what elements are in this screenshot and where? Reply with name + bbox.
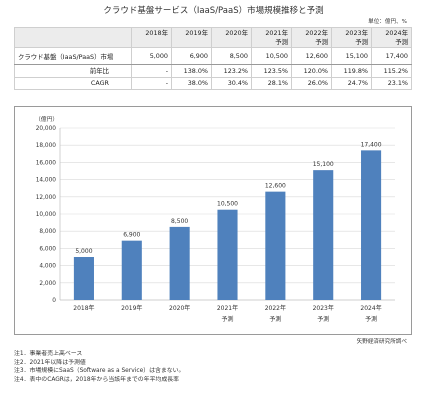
y-tick-label: 6,000 bbox=[39, 246, 56, 252]
col-header-sub bbox=[131, 39, 172, 48]
unit-label: 単位：億円、% bbox=[368, 19, 407, 25]
y-axis-label: （億円） bbox=[35, 115, 58, 123]
y-tick-label: 20,000 bbox=[36, 126, 57, 132]
table-cell: 28.1% bbox=[251, 76, 292, 91]
bar bbox=[313, 170, 334, 300]
table-cell: 123.5% bbox=[251, 64, 292, 78]
table-cell: 24.7% bbox=[331, 76, 372, 91]
table-cell: - bbox=[131, 64, 172, 78]
col-header-year: 2024年 bbox=[371, 27, 412, 39]
y-tick-label: 18,000 bbox=[36, 143, 57, 149]
col-header-sub: 予測 bbox=[291, 39, 332, 48]
table-corner-cell bbox=[14, 27, 132, 39]
chart-frame: （億円） 0 2,000 4,000 6,000 8,000 10,000 12,000 14,… bbox=[14, 106, 412, 335]
col-header-year: 2020年 bbox=[211, 27, 252, 39]
data-label: 6,900 bbox=[123, 232, 140, 239]
y-tick-label: 14,000 bbox=[36, 178, 57, 184]
page-title: クラウド基盤サービス（IaaS/PaaS）市場規模推移と予測 bbox=[103, 6, 324, 16]
row-label: クラウド基盤（IaaS/PaaS）市場 bbox=[14, 47, 132, 65]
table-cell: 120.0% bbox=[291, 64, 332, 78]
table-cell: 23.1% bbox=[371, 76, 412, 91]
col-header-sub bbox=[211, 39, 252, 48]
x-tick-label: 2022年 bbox=[265, 304, 286, 312]
bar-chart: （億円） 0 2,000 4,000 6,000 8,000 10,000 12,000 14,… bbox=[35, 115, 395, 323]
bar bbox=[265, 191, 286, 300]
col-header-sub bbox=[171, 39, 212, 48]
table-header-subrow: 予測 予測 予測 予測 bbox=[14, 39, 412, 48]
note-item: 注4．表中のCAGRは，2018年から当該年までの年平均成長率 bbox=[14, 376, 180, 383]
col-header-sub: 予測 bbox=[251, 39, 292, 48]
col-header-sub: 予測 bbox=[331, 39, 372, 48]
row-label: 前年比 bbox=[14, 64, 132, 78]
table-cell: 123.2% bbox=[211, 64, 252, 78]
data-label: 5,000 bbox=[75, 248, 92, 255]
y-tick-label: 4,000 bbox=[39, 264, 56, 270]
y-tick-label: 12,000 bbox=[36, 195, 57, 201]
y-tick-label: 2,000 bbox=[39, 281, 56, 287]
data-label: 8,500 bbox=[171, 218, 188, 225]
x-tick-label: 2018年 bbox=[73, 304, 94, 312]
note-item: 注1．事業者売上高ベース bbox=[14, 351, 83, 357]
bar bbox=[361, 150, 382, 300]
table-cell: 12,600 bbox=[291, 47, 332, 65]
col-header-year: 2019年 bbox=[171, 27, 212, 39]
table-cell: 38.0% bbox=[171, 76, 212, 91]
table-cell: 6,900 bbox=[171, 47, 212, 65]
table-cell: 17,400 bbox=[371, 47, 412, 65]
data-label: 12,600 bbox=[265, 183, 286, 190]
bar bbox=[217, 209, 238, 300]
bar bbox=[169, 226, 190, 300]
x-tick-label: 2023年 bbox=[313, 304, 334, 312]
table-header-row: 2018年 2019年 2020年 2021年 2022年 2023年 2024… bbox=[14, 27, 412, 39]
market-table: 2018年 2019年 2020年 2021年 2022年 2023年 2024… bbox=[14, 27, 412, 91]
data-label: 17,400 bbox=[361, 141, 382, 148]
table-corner-cell bbox=[14, 39, 132, 48]
source-note: 矢野経済研究所調べ bbox=[356, 339, 407, 345]
note-item: 注3．市場規模にSaaS（Software as a Service）は含まない… bbox=[14, 368, 185, 375]
table-row-yoy: 前年比 - 138.0% 123.2% 123.5% 120.0% 119.8%… bbox=[14, 64, 412, 78]
table-row-market: クラウド基盤（IaaS/PaaS）市場 5,000 6,900 8,500 10… bbox=[14, 47, 412, 65]
x-tick-sublabel: 予測 bbox=[221, 315, 233, 323]
y-tick-label: 16,000 bbox=[36, 160, 57, 166]
table-cell: 26.0% bbox=[291, 76, 332, 91]
notes: 注1．事業者売上高ベース 注2．2021年以降は予測値 注3．市場規模にSaaS… bbox=[14, 350, 184, 384]
col-header-year: 2018年 bbox=[131, 27, 172, 39]
table-cell: - bbox=[131, 76, 172, 91]
x-tick-sublabel: 予測 bbox=[317, 315, 329, 323]
y-tick-label: 8,000 bbox=[39, 229, 56, 235]
bar bbox=[121, 240, 142, 300]
col-header-sub: 予測 bbox=[371, 39, 412, 48]
table-cell: 115.2% bbox=[371, 64, 412, 78]
x-tick-sublabel: 予測 bbox=[269, 315, 281, 323]
table-cell: 138.0% bbox=[171, 64, 212, 78]
table-cell: 119.8% bbox=[331, 64, 372, 78]
y-tick-label: 10,000 bbox=[36, 212, 57, 218]
x-tick-label: 2021年 bbox=[217, 304, 238, 312]
table-cell: 15,100 bbox=[331, 47, 372, 65]
table-cell: 8,500 bbox=[211, 47, 252, 65]
data-label: 10,500 bbox=[217, 201, 238, 208]
x-tick-label: 2019年 bbox=[121, 304, 142, 312]
table-cell: 10,500 bbox=[251, 47, 292, 65]
x-tick-label: 2024年 bbox=[360, 304, 381, 312]
x-tick-label: 2020年 bbox=[169, 304, 190, 312]
table-cell: 30.4% bbox=[211, 76, 252, 91]
x-tick-sublabel: 予測 bbox=[365, 315, 377, 323]
y-tick-label: 0 bbox=[52, 298, 56, 304]
table-row-cagr: CAGR - 38.0% 30.4% 28.1% 26.0% 24.7% 23.… bbox=[14, 76, 412, 91]
data-label: 15,100 bbox=[313, 161, 334, 168]
row-label: CAGR bbox=[14, 76, 132, 91]
table-cell: 5,000 bbox=[131, 47, 172, 65]
note-item: 注2．2021年以降は予測値 bbox=[14, 359, 86, 366]
bar bbox=[73, 257, 94, 300]
